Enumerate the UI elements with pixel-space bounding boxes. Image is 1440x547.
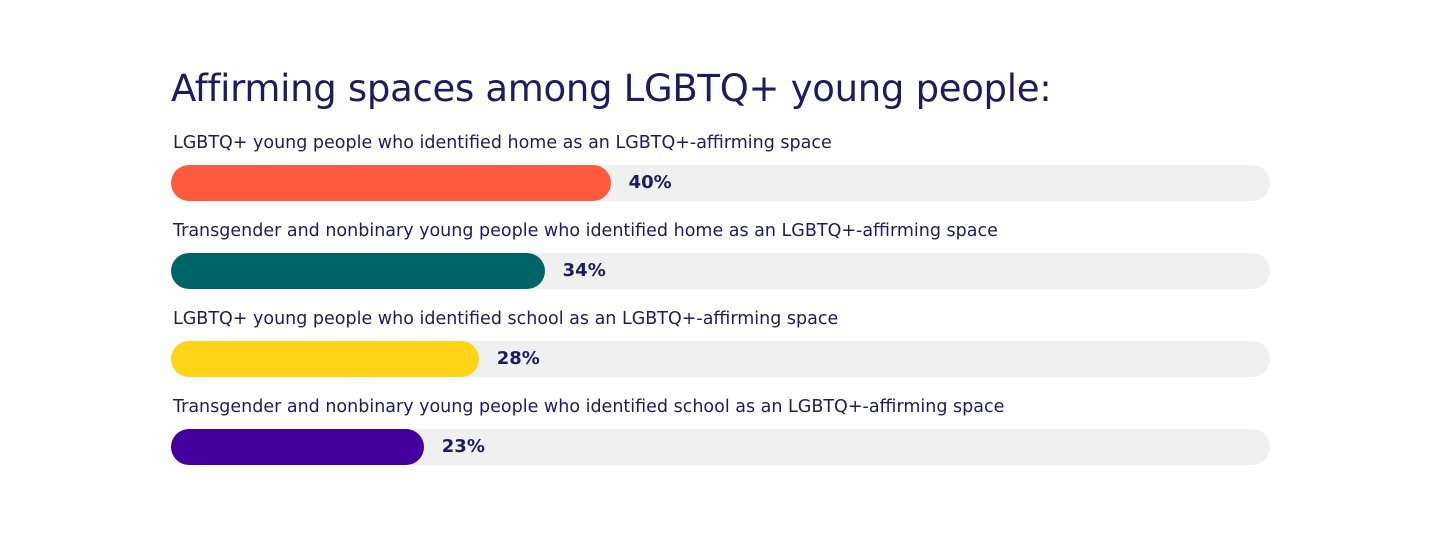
bar xyxy=(171,165,611,201)
bar-row: LGBTQ+ young people who identified schoo… xyxy=(171,306,1270,394)
value-label: 40% xyxy=(628,172,672,193)
bar-row: LGBTQ+ young people who identified home … xyxy=(171,130,1270,218)
value-label: 23% xyxy=(441,436,485,457)
chart-title: Affirming spaces among LGBTQ+ young peop… xyxy=(171,67,1052,110)
bar-track: 40% xyxy=(171,165,1270,201)
bar-rows: LGBTQ+ young people who identified home … xyxy=(171,130,1270,482)
category-label: Transgender and nonbinary young people w… xyxy=(173,397,1005,417)
category-label: LGBTQ+ young people who identified home … xyxy=(173,133,832,153)
bar-track: 28% xyxy=(171,341,1270,377)
category-label: Transgender and nonbinary young people w… xyxy=(173,221,998,241)
bar xyxy=(171,429,424,465)
bar-track: 34% xyxy=(171,253,1270,289)
bar-row: Transgender and nonbinary young people w… xyxy=(171,394,1270,482)
chart: Affirming spaces among LGBTQ+ young peop… xyxy=(171,66,1270,482)
category-label: LGBTQ+ young people who identified schoo… xyxy=(173,309,839,329)
value-label: 34% xyxy=(562,260,606,281)
bar xyxy=(171,341,479,377)
value-label: 28% xyxy=(496,348,540,369)
bar-track: 23% xyxy=(171,429,1270,465)
bar-row: Transgender and nonbinary young people w… xyxy=(171,218,1270,306)
bar xyxy=(171,253,545,289)
